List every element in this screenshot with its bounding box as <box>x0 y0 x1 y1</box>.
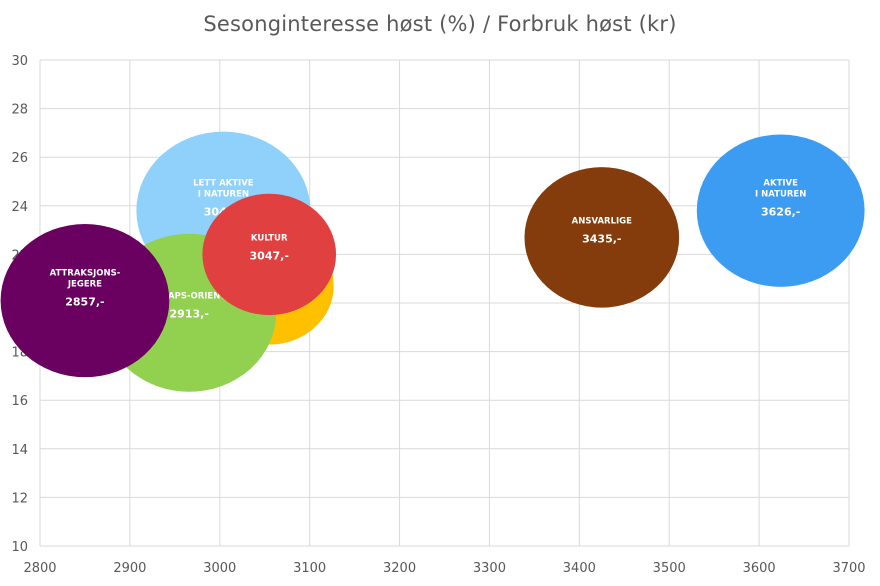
x-tick-label: 3300 <box>473 561 506 576</box>
y-tick-label: 14 <box>11 443 28 458</box>
bubble-label: AKTIVE <box>763 179 798 189</box>
bubble-label: I NATUREN <box>198 190 249 200</box>
bubble-value-label: 2913,- <box>170 308 209 321</box>
bubble: KULTUR 3047,- <box>202 193 337 316</box>
bubble-shape <box>696 134 865 287</box>
x-tick-label: 3700 <box>832 561 865 576</box>
x-tick-label: 3100 <box>293 561 326 576</box>
x-tick-label: 2900 <box>113 561 146 576</box>
bubble: ATTRAKSJONS-JEGERE 2857,- <box>0 223 170 378</box>
bubble-label: LETT AKTIVE <box>193 179 254 189</box>
bubble-label: ATTRAKSJONS- <box>50 269 121 279</box>
bubble: ANSVARLIGE 3435,- <box>524 167 680 308</box>
y-tick-label: 10 <box>11 540 28 555</box>
bubble-label: JEGERE <box>67 280 102 290</box>
bubble-value-label: 2857,- <box>65 296 104 309</box>
bubble-label: KULTUR <box>251 233 288 243</box>
bubble-shape <box>524 167 680 308</box>
x-tick-label: 3600 <box>743 561 776 576</box>
bubble-shape <box>202 193 337 316</box>
y-tick-label: 28 <box>11 103 28 118</box>
chart-title: Sesonginteresse høst (%) / Forbruk høst … <box>203 12 677 36</box>
x-tick-label: 3000 <box>203 561 236 576</box>
bubble-label: ANSVARLIGE <box>572 216 632 226</box>
y-tick-label: 16 <box>11 394 28 409</box>
x-tick-label: 3400 <box>563 561 596 576</box>
y-tick-label: 30 <box>11 54 28 69</box>
bubble-value-label: 3435,- <box>582 232 621 245</box>
y-tick-label: 12 <box>11 491 28 506</box>
y-tick-label: 24 <box>11 200 28 215</box>
bubble-label: VENNSKAPS-ORIENTERTE <box>129 292 250 302</box>
x-tick-label: 2800 <box>23 561 56 576</box>
bubble-shape <box>0 223 170 378</box>
x-tick-label: 3500 <box>653 561 686 576</box>
x-tick-label: 3200 <box>383 561 416 576</box>
bubble-label: I NATUREN <box>755 190 806 200</box>
y-tick-label: 26 <box>11 151 28 166</box>
bubble-value-label: 3626,- <box>761 206 800 219</box>
bubble-value-label: 3047,- <box>250 249 289 262</box>
